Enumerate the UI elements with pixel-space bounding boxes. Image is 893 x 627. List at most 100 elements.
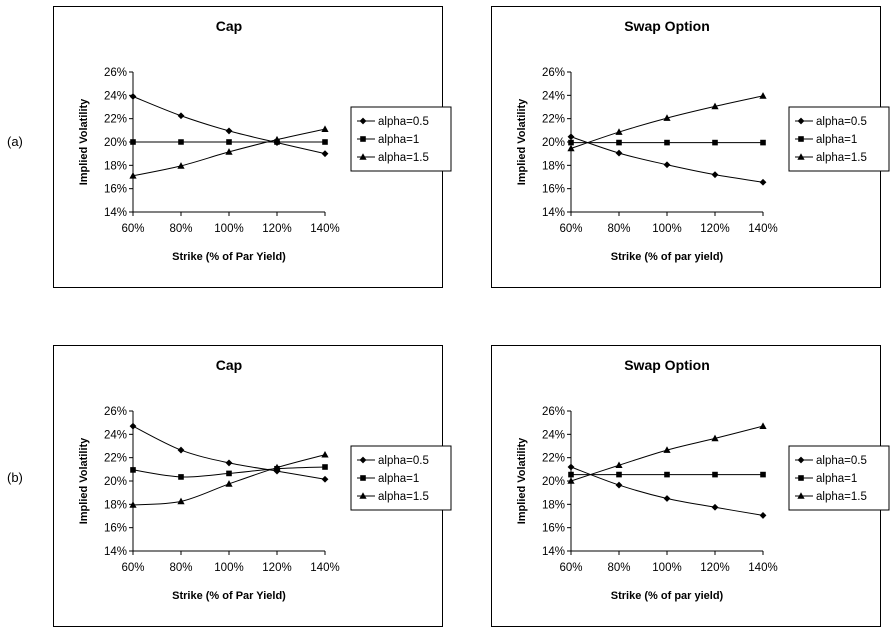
- legend-label: alpha=1: [816, 473, 857, 485]
- row-label-b: (b): [7, 470, 23, 485]
- data-point-alpha-1: [664, 471, 670, 478]
- x-tick-label: 120%: [700, 223, 729, 235]
- data-point-alpha-1-5: [759, 92, 767, 99]
- data-point-alpha-1-5: [129, 501, 137, 508]
- y-tick-label: 14%: [542, 546, 565, 558]
- legend-marker-alpha-1-5: [797, 153, 805, 160]
- data-point-alpha-1: [130, 139, 136, 145]
- legend-label: alpha=1.5: [816, 491, 867, 503]
- legend-marker-alpha-0-5: [359, 117, 367, 125]
- data-point-alpha-1-5: [663, 114, 671, 121]
- y-tick-label: 18%: [542, 160, 565, 172]
- data-point-alpha-1-5: [225, 148, 233, 155]
- data-point-alpha-1: [130, 467, 136, 473]
- data-point-alpha-1-5: [225, 480, 233, 487]
- y-tick-label: 22%: [104, 453, 127, 465]
- x-tick-label: 120%: [700, 562, 729, 574]
- x-tick-label: 100%: [214, 223, 243, 235]
- y-tick-label: 16%: [104, 184, 127, 196]
- y-tick-label: 16%: [542, 184, 565, 196]
- x-tick-label: 120%: [262, 223, 291, 235]
- x-tick-label: 100%: [652, 223, 681, 235]
- data-point-alpha-0-5: [321, 150, 329, 158]
- legend-label: alpha=1.5: [378, 152, 429, 164]
- x-tick-label: 80%: [169, 562, 192, 574]
- y-tick-label: 22%: [542, 114, 565, 126]
- data-point-alpha-1-5: [321, 125, 329, 132]
- y-tick-label: 24%: [104, 429, 127, 441]
- data-point-alpha-1-5: [177, 497, 185, 505]
- legend-marker-alpha-1: [360, 475, 366, 481]
- y-axis-label: Implied Volatility: [516, 98, 528, 185]
- data-point-alpha-1: [226, 139, 232, 145]
- x-tick-label: 80%: [169, 223, 192, 235]
- legend-label: alpha=1: [378, 473, 419, 485]
- y-tick-label: 14%: [104, 546, 127, 558]
- y-tick-label: 16%: [104, 523, 127, 535]
- y-tick-label: 14%: [104, 207, 127, 219]
- x-tick-label: 60%: [559, 562, 582, 574]
- data-point-alpha-0-5: [177, 446, 185, 454]
- legend-marker-alpha-0-5: [359, 456, 367, 464]
- data-point-alpha-1: [664, 139, 670, 146]
- data-point-alpha-0-5: [615, 149, 623, 157]
- chart-cap-a: Cap Strike (% of Par Yield) Implied Volati…: [53, 6, 452, 288]
- data-point-alpha-1: [568, 139, 574, 146]
- chart-title: Cap: [216, 357, 242, 373]
- x-axis-label: Strike (% of Par Yield): [172, 251, 286, 263]
- x-tick-label: 120%: [262, 562, 291, 574]
- y-tick-label: 26%: [104, 67, 127, 79]
- y-tick-label: 24%: [542, 90, 565, 102]
- data-point-alpha-0-5: [225, 459, 233, 467]
- y-tick-label: 22%: [542, 453, 565, 465]
- chart-swap-option-b: Swap Option Strike (% of par yield) Implie…: [491, 345, 890, 627]
- data-point-alpha-0-5: [663, 161, 671, 169]
- data-point-alpha-0-5: [129, 422, 137, 430]
- legend-marker-alpha-0-5: [797, 117, 805, 125]
- y-tick-label: 22%: [104, 114, 127, 126]
- x-tick-label: 60%: [121, 562, 144, 574]
- y-tick-label: 24%: [104, 90, 127, 102]
- x-tick-label: 140%: [310, 223, 339, 235]
- chart-cap-b: Cap Strike (% of Par Yield) Implied Volati…: [53, 345, 452, 627]
- x-axis-label: Strike (% of par yield): [611, 251, 724, 263]
- y-tick-label: 18%: [542, 499, 565, 511]
- data-point-alpha-0-5: [615, 481, 623, 489]
- legend-label: alpha=0.5: [816, 116, 867, 128]
- legend-marker-alpha-1: [360, 136, 366, 142]
- legend-marker-alpha-1: [798, 136, 804, 142]
- data-point-alpha-1: [322, 464, 328, 470]
- x-tick-label: 140%: [748, 223, 777, 235]
- legend-label: alpha=1.5: [378, 491, 429, 503]
- data-point-alpha-1-5: [663, 446, 671, 453]
- chart-title: Swap Option: [624, 18, 710, 34]
- data-point-alpha-1: [712, 471, 718, 478]
- x-tick-label: 60%: [559, 223, 582, 235]
- legend-marker-alpha-1-5: [797, 492, 805, 499]
- legend-label: alpha=1: [816, 134, 857, 146]
- data-point-alpha-0-5: [177, 112, 185, 120]
- y-tick-label: 20%: [104, 137, 127, 149]
- data-point-alpha-1-5: [567, 144, 575, 152]
- legend-label: alpha=1: [378, 134, 419, 146]
- data-point-alpha-1: [616, 139, 622, 146]
- data-point-alpha-0-5: [567, 463, 575, 471]
- x-tick-label: 100%: [652, 562, 681, 574]
- data-point-alpha-1: [226, 470, 232, 477]
- data-point-alpha-1: [760, 471, 766, 478]
- x-axis-label: Strike (% of Par Yield): [172, 590, 286, 602]
- legend-label: alpha=0.5: [378, 455, 429, 467]
- chart-swap-option-a: Swap Option Strike (% of par yield) Implie…: [491, 6, 890, 288]
- data-point-alpha-0-5: [663, 495, 671, 502]
- x-tick-label: 140%: [748, 562, 777, 574]
- legend-marker-alpha-1-5: [359, 153, 367, 160]
- data-point-alpha-1-5: [129, 172, 137, 179]
- data-point-alpha-1-5: [273, 135, 281, 143]
- data-point-alpha-1-5: [615, 128, 623, 135]
- data-point-alpha-1: [712, 139, 718, 146]
- data-point-alpha-1: [616, 471, 622, 478]
- data-point-alpha-1: [568, 471, 574, 478]
- data-point-alpha-1-5: [273, 463, 281, 471]
- data-point-alpha-0-5: [759, 512, 767, 519]
- data-point-alpha-1: [322, 139, 328, 145]
